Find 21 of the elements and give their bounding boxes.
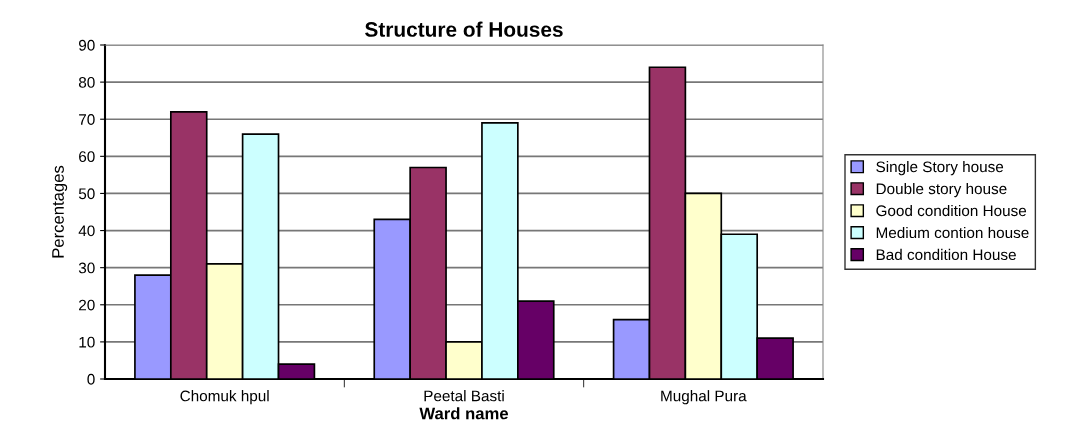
x-tick-label: Chomuk hpul (180, 390, 269, 405)
legend-label: Medium contion house (876, 226, 1029, 239)
legend-label: Double story house (876, 182, 1007, 198)
y-tick-label: 30 (78, 262, 95, 274)
y-tick-label: 0 (87, 373, 95, 385)
y-tick-label: 80 (78, 76, 95, 88)
chart-title: Structure of Houses (365, 21, 563, 37)
y-tick-label: 70 (79, 114, 95, 125)
x-axis-title: Ward name (419, 407, 509, 420)
legend-label: Bad condition House (876, 248, 1016, 261)
y-tick-label: 90 (79, 39, 95, 51)
y-axis-title: Percentages (52, 165, 68, 258)
legend-label: Single Story house (876, 161, 1004, 176)
y-tick-label: 50 (78, 188, 95, 200)
y-tick-label: 40 (78, 225, 95, 237)
x-tick-label: Mughal Pura (661, 390, 747, 405)
y-tick-label: 60 (79, 151, 95, 163)
y-tick-label: 10 (79, 336, 95, 348)
x-tick-label: Peetal Basti (424, 390, 504, 402)
y-tick-label: 20 (79, 299, 95, 311)
legend-label: Good condition House (876, 204, 1027, 217)
